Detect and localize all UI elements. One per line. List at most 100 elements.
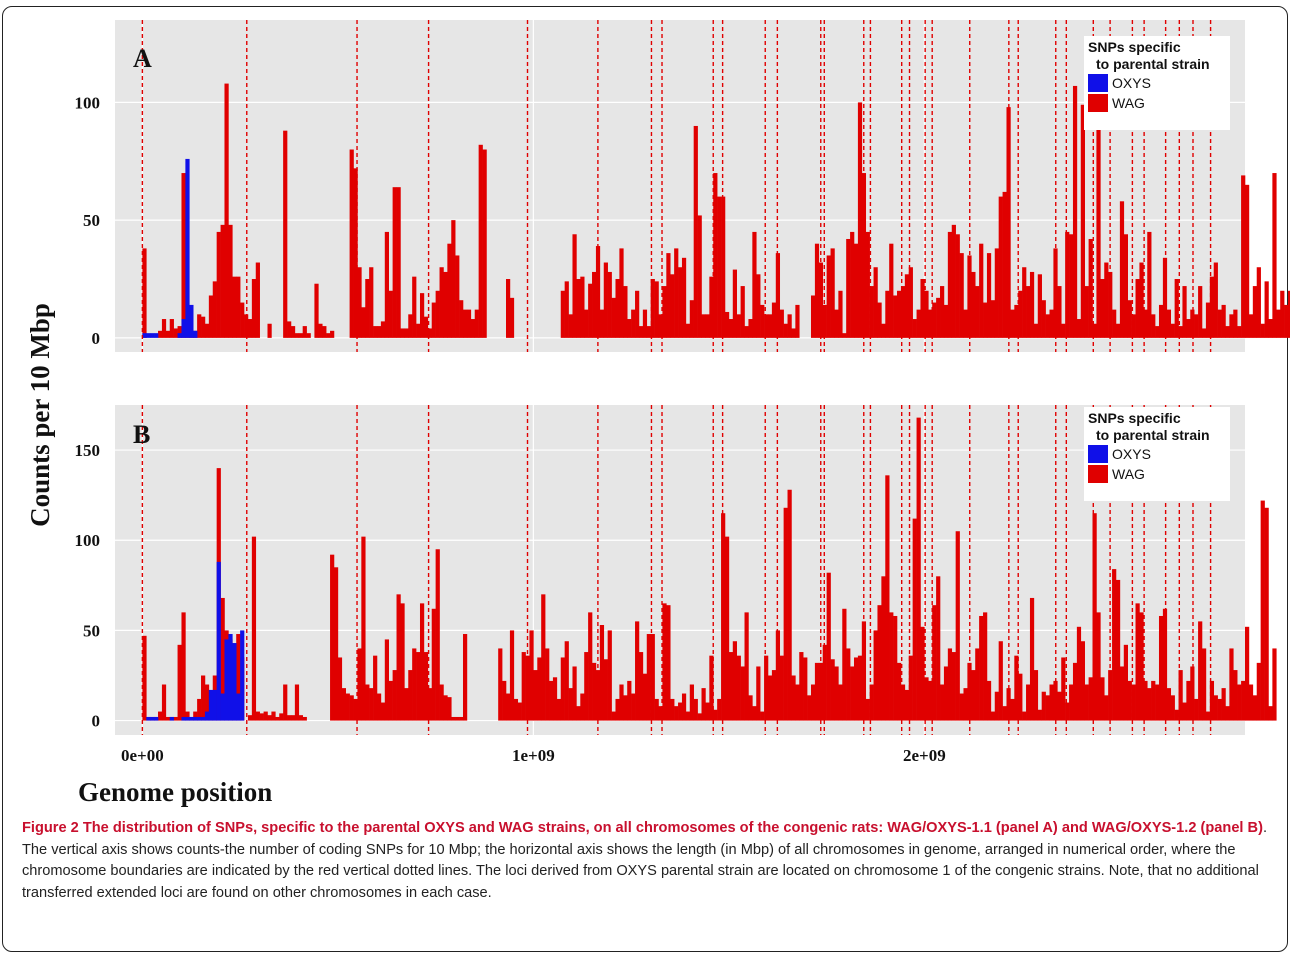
wag-bar: [784, 324, 788, 338]
wag-bar: [846, 648, 850, 720]
x-tick-label: 1e+09: [512, 746, 555, 765]
wag-bar: [913, 519, 917, 721]
wag-bar: [436, 291, 440, 338]
wag-bar: [1249, 685, 1253, 721]
wag-bar: [181, 173, 185, 338]
wag-bar: [944, 666, 948, 720]
y-tick-label: 0: [92, 329, 101, 348]
wag-bar: [299, 333, 303, 338]
wag-bar: [682, 258, 686, 338]
wag-bar: [881, 576, 885, 720]
wag-bar: [678, 267, 682, 338]
wag-bar: [181, 612, 185, 720]
oxys-bar: [236, 694, 240, 721]
oxys-bar: [181, 319, 185, 338]
legend-title: to parental strain: [1096, 427, 1210, 443]
wag-bar: [467, 310, 471, 338]
wag-bar: [983, 303, 987, 338]
wag-bar: [885, 291, 889, 338]
oxys-bar: [146, 717, 150, 721]
wag-bar: [275, 717, 279, 721]
oxys-bar: [232, 643, 236, 721]
wag-bar: [1186, 681, 1190, 721]
wag-bar: [920, 279, 924, 338]
figure-caption: Figure 2 The distribution of SNPs, speci…: [22, 818, 1272, 904]
wag-bar: [404, 688, 408, 720]
wag-bar: [686, 712, 690, 721]
wag-bar: [314, 284, 318, 338]
wag-bar: [569, 688, 573, 720]
oxys-bar: [178, 333, 182, 338]
wag-bar: [307, 333, 311, 338]
wag-bar: [588, 284, 592, 338]
wag-bar: [1057, 286, 1061, 338]
wag-bar: [502, 681, 506, 721]
wag-bar: [412, 648, 416, 720]
wag-bar: [1265, 508, 1269, 721]
wag-bar: [432, 303, 436, 338]
wag-bar: [416, 652, 420, 721]
wag-bar: [815, 663, 819, 721]
wag-bar: [533, 670, 537, 720]
wag-bar: [1171, 324, 1175, 338]
wag-bar: [748, 695, 752, 720]
wag-bar: [1272, 648, 1276, 720]
figure-chart: 050100 050100150 0e+00 1e+09 2e+09 A B SNP…: [0, 0, 1290, 810]
wag-bar: [1253, 695, 1257, 720]
wag-bar: [780, 656, 784, 721]
wag-bar: [213, 281, 217, 338]
wag-bar: [451, 220, 455, 338]
wag-bar: [655, 699, 659, 721]
wag-bar: [381, 703, 385, 721]
wag-bar: [1159, 305, 1163, 338]
wag-bar: [369, 688, 373, 720]
wag-bar: [905, 690, 909, 721]
wag-bar: [1116, 580, 1120, 721]
wag-bar: [1214, 263, 1218, 338]
wag-bar: [291, 326, 295, 338]
wag-bar: [1077, 627, 1081, 721]
wag-bar: [1163, 258, 1167, 338]
wag-bar: [166, 331, 170, 338]
wag-bar: [1241, 175, 1245, 337]
wag-bar: [162, 685, 166, 721]
wag-bar: [741, 286, 745, 338]
wag-bar: [592, 663, 596, 721]
wag-bar: [483, 150, 487, 338]
wag-bar: [529, 630, 533, 720]
wag-bar: [678, 703, 682, 721]
wag-bar: [877, 303, 881, 338]
wag-bar: [952, 225, 956, 338]
wag-bar: [1026, 685, 1030, 721]
wag-bar: [917, 310, 921, 338]
wag-bar: [995, 248, 999, 337]
wag-bar: [604, 263, 608, 338]
wag-bar: [807, 695, 811, 720]
wag-bar: [256, 263, 260, 338]
wag-bar: [440, 267, 444, 338]
wag-bar: [400, 328, 404, 337]
wag-bar: [905, 274, 909, 338]
wag-bar: [510, 630, 514, 720]
wag-bar: [745, 612, 749, 720]
wag-bar: [1049, 310, 1053, 338]
wag-bar: [733, 641, 737, 720]
wag-bar: [381, 321, 385, 337]
wag-bar: [1186, 319, 1190, 338]
wag-bar: [158, 712, 162, 721]
wag-bar: [639, 326, 643, 338]
wag-bar: [1139, 612, 1143, 720]
wag-bar: [889, 244, 893, 338]
wag-bar: [917, 418, 921, 721]
oxys-bar: [189, 305, 193, 338]
wag-bar: [1171, 695, 1175, 720]
wag-bar: [1139, 263, 1143, 338]
oxys-bar: [197, 717, 201, 721]
wag-bar: [295, 333, 299, 338]
wag-bar: [1237, 326, 1241, 338]
wag-bar: [940, 286, 944, 338]
wag-bar: [772, 303, 776, 338]
wag-bar: [1034, 324, 1038, 338]
wag-bar: [717, 699, 721, 721]
wag-bar: [1089, 677, 1093, 720]
